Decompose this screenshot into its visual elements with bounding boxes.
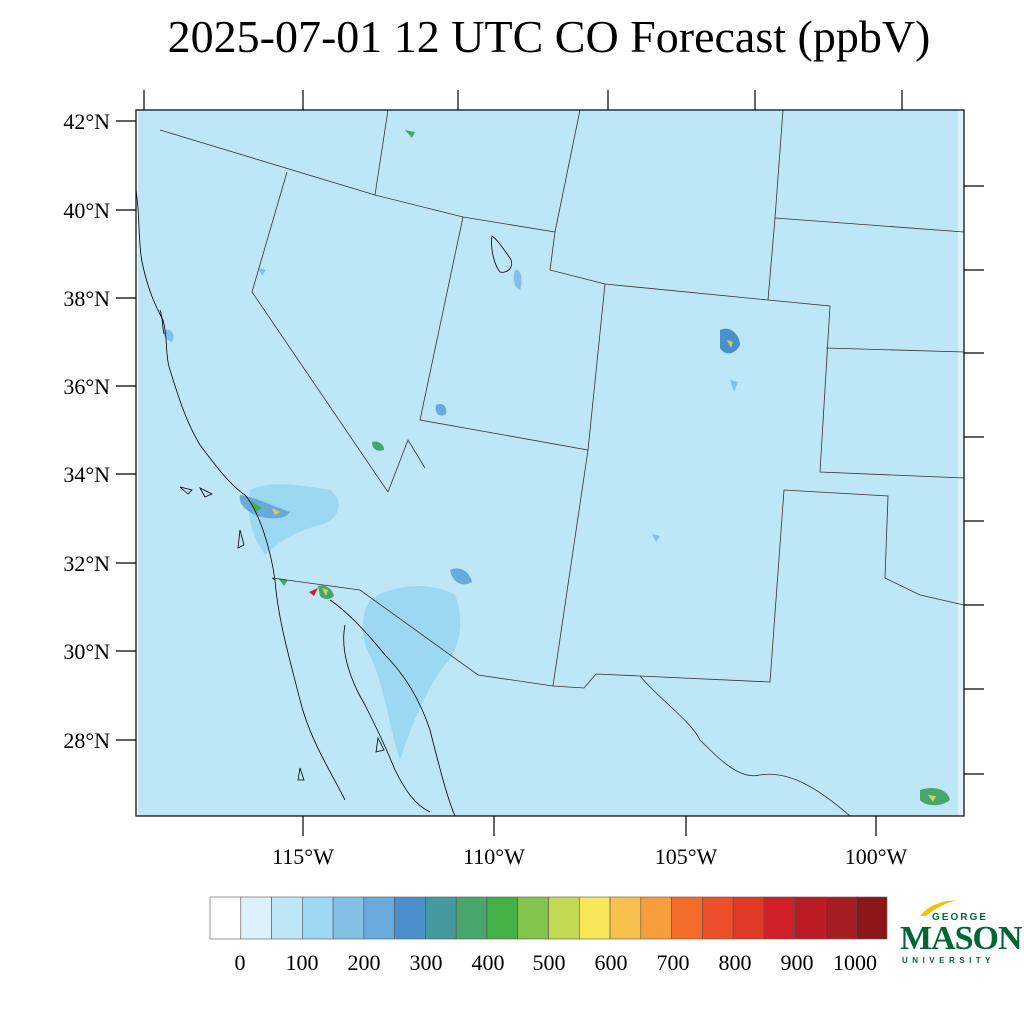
colorbar-swatch xyxy=(486,896,519,940)
coastline xyxy=(135,189,456,817)
colorbar-swatch xyxy=(702,896,734,940)
colorbar-label: 500 xyxy=(533,950,566,975)
colorbar-swatch xyxy=(394,896,426,940)
colorbar-swatch xyxy=(209,896,242,940)
political-boundaries xyxy=(159,109,965,817)
colorbar-swatch xyxy=(609,896,642,940)
colorbar xyxy=(209,896,888,940)
colorbar-swatch xyxy=(363,896,395,940)
logo-university-text: UNIVERSITY xyxy=(902,956,996,965)
bottom-ticks xyxy=(302,816,877,836)
lon-label: 110°W xyxy=(463,844,525,869)
colorbar-label: 0 xyxy=(235,950,246,975)
colorbar-swatch xyxy=(455,896,488,940)
colorbar-swatch xyxy=(732,896,765,940)
colorbar-swatch xyxy=(548,896,580,940)
colorbar-swatch xyxy=(271,896,303,940)
colorbar-swatch xyxy=(517,896,549,940)
colorbar-swatch xyxy=(825,896,857,940)
colorbar-label: 700 xyxy=(657,950,690,975)
colorbar-swatch xyxy=(763,896,795,940)
right-ticks xyxy=(964,185,984,775)
colorbar-swatch xyxy=(671,896,703,940)
lat-label: 42°N xyxy=(63,109,110,134)
no-data-strip xyxy=(958,110,964,816)
colorbar-swatch xyxy=(302,896,334,940)
lat-label: 38°N xyxy=(63,286,110,311)
lakes xyxy=(491,235,513,273)
colorbar-swatch xyxy=(240,896,272,940)
lat-label: 34°N xyxy=(63,462,110,487)
map-frame xyxy=(135,109,965,817)
colorbar-swatch xyxy=(578,896,611,940)
map-title: 2025-07-01 12 UTC CO Forecast (ppbV) xyxy=(167,11,931,62)
logo-swoosh-icon xyxy=(920,900,956,916)
left-ticks xyxy=(116,120,136,741)
colorbar-label: 400 xyxy=(472,950,505,975)
colorbar-swatch xyxy=(794,896,826,940)
colorbar-label: 800 xyxy=(719,950,752,975)
colorbar-label: 100 xyxy=(286,950,319,975)
colorbar-labels: 0 100 200 300 400 500 600 700 800 900 10… xyxy=(235,950,878,975)
co-concentration-patches xyxy=(163,130,950,806)
top-ticks xyxy=(143,90,903,110)
lat-label: 40°N xyxy=(63,198,110,223)
longitude-labels: 115°W 110°W 105°W 100°W xyxy=(272,844,907,869)
colorbar-swatch xyxy=(640,896,672,940)
lon-label: 115°W xyxy=(272,844,334,869)
colorbar-swatch xyxy=(425,896,457,940)
lon-label: 100°W xyxy=(845,844,908,869)
logo-mason-text: MASON xyxy=(900,920,1023,957)
colorbar-label: 200 xyxy=(348,950,381,975)
colorbar-label: 900 xyxy=(781,950,814,975)
colorbar-swatch xyxy=(855,896,888,940)
colorbar-label: 600 xyxy=(595,950,628,975)
logo-george-text: GEORGE xyxy=(932,912,988,923)
latitude-labels: 42°N 40°N 38°N 36°N 34°N 32°N 30°N 28°N xyxy=(63,109,110,753)
george-mason-logo: GEORGE MASON UNIVERSITY xyxy=(898,898,1023,970)
islands xyxy=(179,486,385,781)
colorbar-label: 300 xyxy=(410,950,443,975)
colorbar-swatch xyxy=(332,896,365,940)
lon-label: 105°W xyxy=(655,844,718,869)
lat-label: 32°N xyxy=(63,551,110,576)
lat-label: 36°N xyxy=(63,374,110,399)
map-field xyxy=(136,110,964,816)
colorbar-label: 1000 xyxy=(833,950,877,975)
lat-label: 28°N xyxy=(63,728,110,753)
lat-label: 30°N xyxy=(63,639,110,664)
